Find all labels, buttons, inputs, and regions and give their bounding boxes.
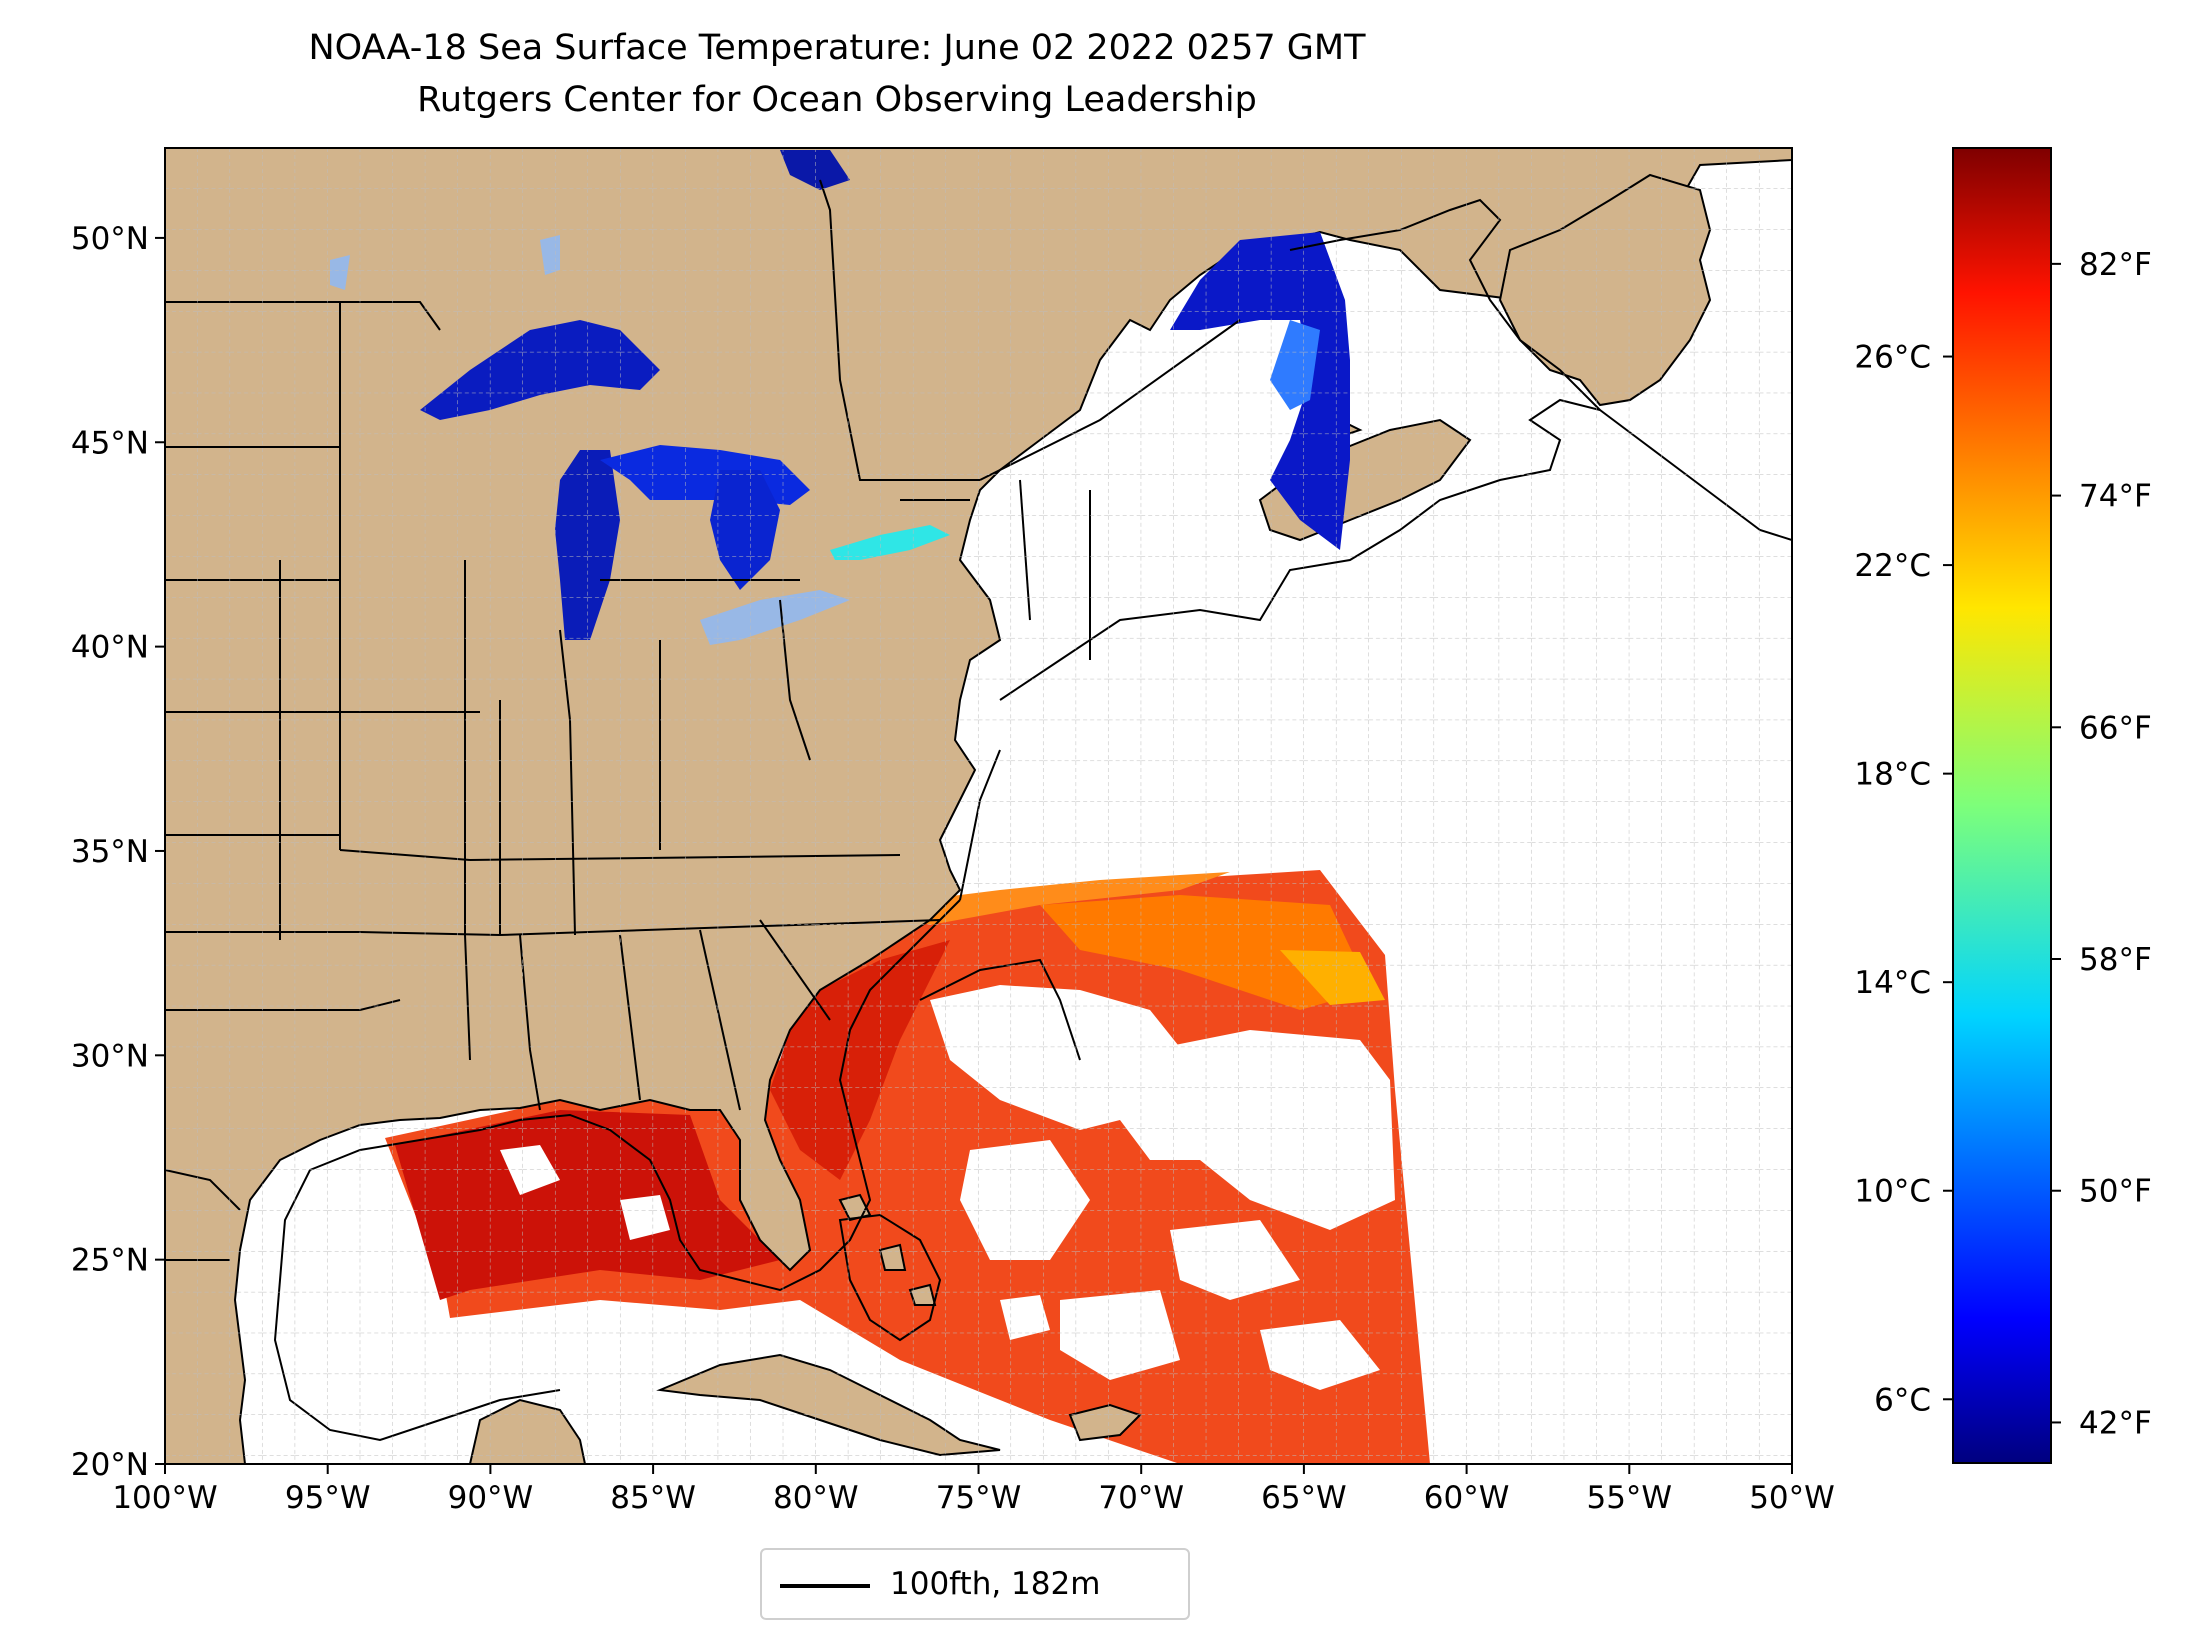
lon-tick-label: 95°W <box>285 1480 371 1516</box>
colorbar-fahrenheit-ticks: 42°F 50°F 58°F 66°F 74°F 82°F <box>2051 247 2152 1441</box>
lat-tick-label: 45°N <box>71 425 149 461</box>
latitude-axis: 20°N 25°N 30°N 35°N 40°N 45°N 50°N <box>71 221 165 1483</box>
colorbar-c-tick-label: 10°C <box>1854 1174 1931 1210</box>
colorbar-f-tick-label: 74°F <box>2079 479 2152 515</box>
lat-tick-label: 35°N <box>71 834 149 870</box>
map-legend: 100fth, 182m <box>760 1548 1190 1620</box>
colorbar-f-tick-label: 58°F <box>2079 942 2152 978</box>
colorbar-c-tick-label: 14°C <box>1854 965 1931 1001</box>
legend-label: 100fth, 182m <box>890 1566 1101 1602</box>
map-gridlines <box>165 148 1792 1464</box>
chart-title: NOAA-18 Sea Surface Temperature: June 02… <box>308 28 1366 68</box>
colorbar-c-tick-label: 6°C <box>1874 1382 1931 1418</box>
chart-subtitle: Rutgers Center for Ocean Observing Leade… <box>417 80 1257 120</box>
colorbar-c-tick-label: 18°C <box>1854 757 1931 793</box>
lat-tick-label: 30°N <box>71 1038 149 1074</box>
colorbar: 6°C 10°C 14°C 18°C 22°C 26°C 42°F 50°F 58°F 66°F… <box>1854 147 2152 1464</box>
lon-tick-label: 50°W <box>1749 1480 1835 1516</box>
lon-tick-label: 85°W <box>610 1480 696 1516</box>
lon-tick-label: 60°W <box>1424 1480 1510 1516</box>
map-area <box>165 148 1792 1464</box>
lon-tick-label: 100°W <box>112 1480 217 1516</box>
colorbar-f-tick-label: 66°F <box>2079 710 2152 746</box>
lon-tick-label: 80°W <box>773 1480 859 1516</box>
lat-tick-label: 40°N <box>71 630 149 666</box>
lat-tick-label: 20°N <box>71 1447 149 1483</box>
colorbar-f-tick-label: 42°F <box>2079 1405 2152 1441</box>
lon-tick-label: 65°W <box>1261 1480 1347 1516</box>
lon-tick-label: 55°W <box>1586 1480 1672 1516</box>
lon-tick-label: 70°W <box>1098 1480 1184 1516</box>
lon-tick-label: 75°W <box>936 1480 1022 1516</box>
colorbar-gradient <box>1952 147 2052 1464</box>
lon-tick-label: 90°W <box>448 1480 534 1516</box>
colorbar-f-tick-label: 82°F <box>2079 247 2152 283</box>
lat-tick-label: 50°N <box>71 221 149 257</box>
colorbar-f-tick-label: 50°F <box>2079 1174 2152 1210</box>
colorbar-c-tick-label: 26°C <box>1854 340 1931 376</box>
legend-line-swatch <box>780 1584 870 1588</box>
colorbar-celsius-ticks: 6°C 10°C 14°C 18°C 22°C 26°C <box>1854 340 1953 1418</box>
longitude-axis: 100°W 95°W 90°W 85°W 80°W 75°W 70°W 65°W 60°W 55°… <box>112 1464 1835 1516</box>
colorbar-c-tick-label: 22°C <box>1854 548 1931 584</box>
lat-tick-label: 25°N <box>71 1243 149 1279</box>
